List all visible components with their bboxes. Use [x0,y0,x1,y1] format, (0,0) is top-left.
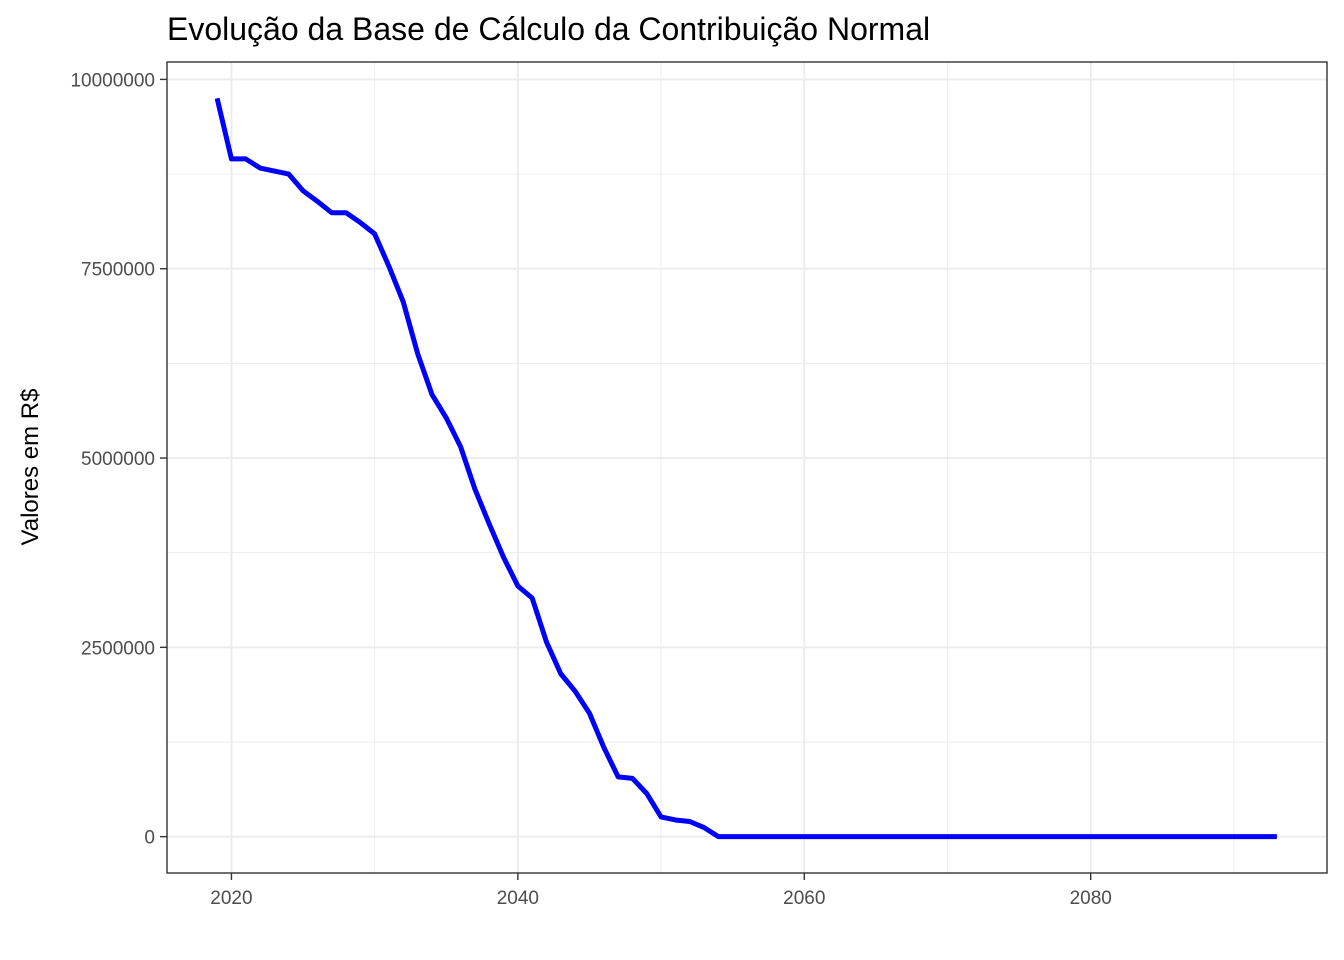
y-tick-label: 5000000 [81,449,155,470]
series-layer [214,97,1277,840]
panel-border [166,61,1328,874]
series-line [214,97,1277,840]
minor-gridlines [167,62,1327,873]
y-tick-label: 10000000 [70,70,155,91]
y-axis: 0 2500000 5000000 7500000 10000000 [70,70,167,849]
y-axis-title: Valores em R$ [17,389,44,546]
y-tick-label: 2500000 [81,638,155,659]
x-tick-label: 2040 [497,888,539,909]
y-tick-label: 7500000 [81,260,155,281]
x-axis: 2020 2040 2060 2080 [210,873,1112,909]
x-tick-label: 2060 [783,888,825,909]
x-tick-label: 2080 [1070,888,1112,909]
chart-title: Evolução da Base de Cálculo da Contribui… [167,11,930,47]
y-tick-label: 0 [144,828,155,849]
x-tick-label: 2020 [210,888,252,909]
